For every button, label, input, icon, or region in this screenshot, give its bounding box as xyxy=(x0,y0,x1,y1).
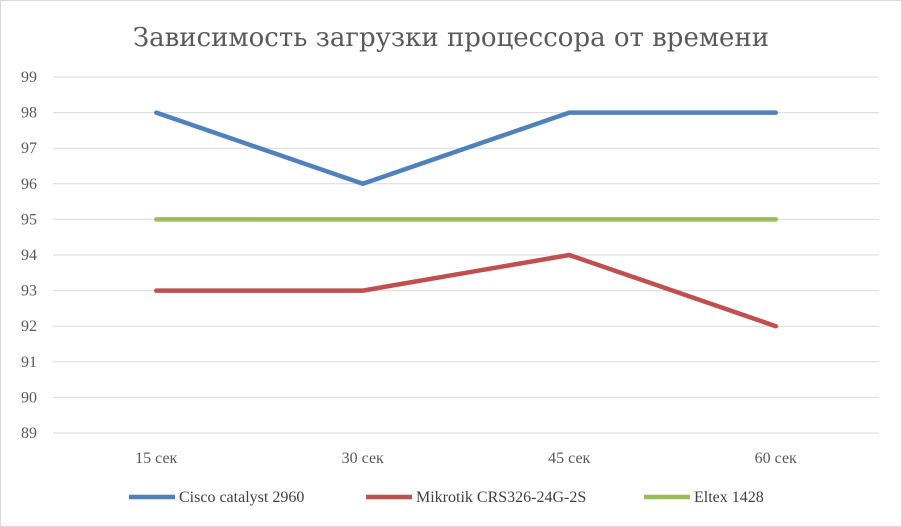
y-tick-label: 96 xyxy=(21,176,37,193)
x-tick-label: 30 сек xyxy=(342,450,384,467)
y-tick-label: 92 xyxy=(21,318,37,335)
legend-label: Eltex 1428 xyxy=(694,489,764,506)
legend-label: Cisco catalyst 2960 xyxy=(179,489,304,506)
y-axis: 89 90 91 92 93 94 95 96 97 98 99 xyxy=(21,69,37,442)
y-tick-label: 94 xyxy=(21,247,37,264)
y-tick-label: 89 xyxy=(21,425,37,442)
y-tick-label: 97 xyxy=(21,140,37,157)
series-line-1 xyxy=(154,110,779,187)
chart-title: Зависимость загрузки процессора от време… xyxy=(133,23,769,53)
y-tick-label: 90 xyxy=(21,389,37,406)
series-layer xyxy=(154,110,779,329)
legend-label: Mikrotik CRS326-24G-2S xyxy=(416,489,586,506)
x-tick-label: 15 сек xyxy=(135,450,177,467)
series-line-2 xyxy=(154,252,779,329)
x-tick-label: 45 сек xyxy=(548,450,590,467)
grid-layer xyxy=(53,76,879,434)
y-tick-label: 98 xyxy=(21,105,37,122)
x-axis: 15 сек 30 сек 45 сек 60 сек xyxy=(135,450,797,467)
y-tick-label: 99 xyxy=(21,69,37,86)
y-tick-label: 95 xyxy=(21,211,37,228)
y-tick-label: 93 xyxy=(21,283,37,300)
x-tick-label: 60 сек xyxy=(755,450,797,467)
legend: Cisco catalyst 2960 Mikrotik CRS326-24G-2… xyxy=(129,489,764,506)
y-tick-label: 91 xyxy=(21,354,37,371)
